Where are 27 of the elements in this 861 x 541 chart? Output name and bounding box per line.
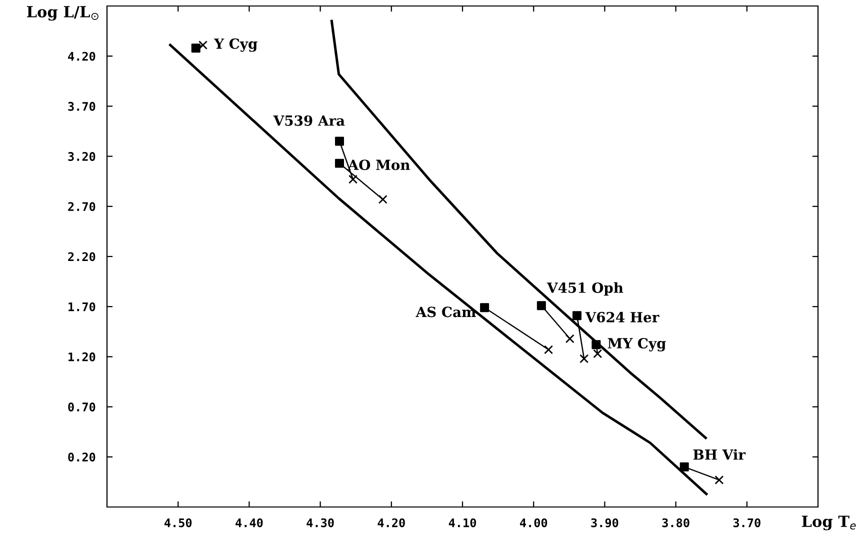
x-tick-label: 4.10 — [448, 518, 476, 528]
y-tick-label: 0.70 — [68, 402, 96, 412]
x-axis-title: Log T$_{e}$ — [802, 516, 856, 530]
x-tick-label: 3.70 — [733, 518, 760, 528]
x-tick-label: 4.00 — [520, 518, 548, 528]
y-tick-label: 1.70 — [68, 302, 96, 312]
y-tick-label: 3.70 — [68, 102, 96, 111]
x-tick-label: 3.90 — [591, 518, 618, 528]
x-tick-label: 4.20 — [378, 518, 405, 528]
annotation: V451 Oph — [546, 282, 624, 296]
x-tick-label: 3.80 — [662, 518, 690, 528]
x-tick-label: 4.40 — [236, 518, 263, 528]
annotation: V624 Her — [585, 312, 660, 322]
y-tick-label: 2.20 — [68, 252, 96, 262]
x-tick-label: 4.30 — [306, 518, 334, 528]
annotation: Y Cyg — [214, 38, 258, 52]
y-axis-title: Log L/L$_{⊙}$ — [26, 6, 98, 21]
annotation: AS Cam — [416, 306, 476, 318]
y-tick-label: 0.20 — [68, 452, 96, 462]
annotation: MY Cyg — [608, 338, 666, 352]
x-tick-label: 4.50 — [164, 518, 192, 528]
annotation: V539 Ara — [273, 115, 345, 126]
y-tick-label: 2.70 — [68, 202, 96, 212]
y-tick-label: 4.20 — [68, 52, 96, 61]
annotation: BH Vir — [693, 449, 746, 460]
y-tick-label: 3.20 — [68, 152, 96, 161]
y-tick-label: 1.20 — [68, 352, 96, 362]
